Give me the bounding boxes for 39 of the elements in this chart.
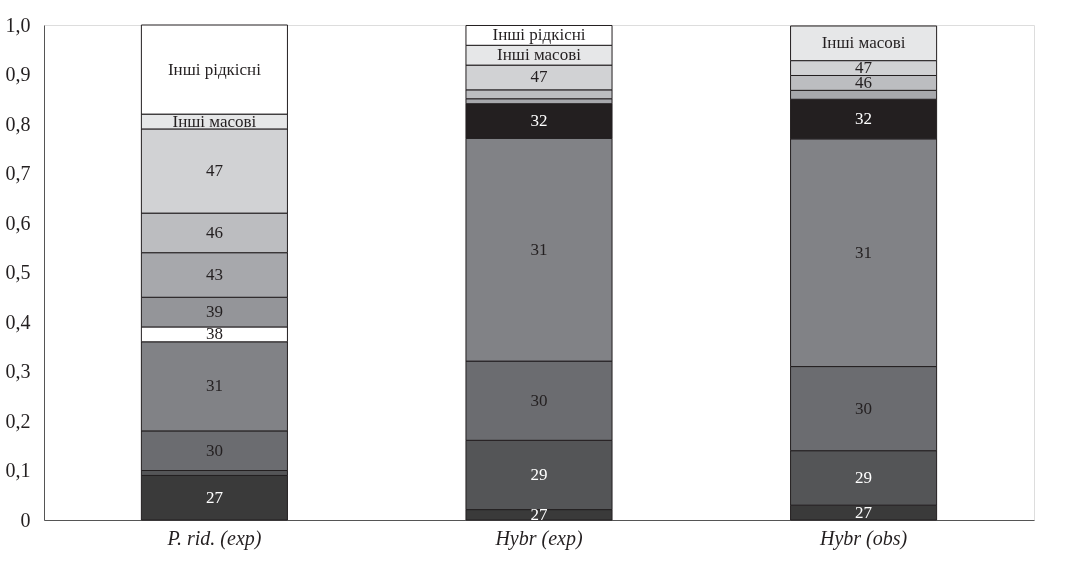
series-label: 27 (855, 502, 873, 522)
series-label: 32 (530, 111, 548, 131)
text: 31 (855, 242, 873, 262)
x-tick-label: P. rid. (exp) (166, 526, 262, 550)
y-tick-label: 0,9 (5, 63, 31, 85)
bar (140, 474, 288, 521)
text: 31 (530, 239, 548, 259)
series-label: 30 (205, 440, 223, 460)
series-label: 29 (855, 467, 873, 487)
series-label: Інші рідкісні (492, 25, 586, 45)
text: 46 (205, 222, 223, 242)
text: 32 (855, 109, 873, 129)
text: Інші рідкісні (167, 59, 261, 79)
series-label: 43 (205, 264, 223, 284)
x-tick-label: Hybr (exp) (494, 526, 583, 550)
text: 30 (855, 398, 873, 418)
y-tick-label: 0,1 (5, 459, 31, 481)
y-tick-label: 0 (20, 508, 31, 531)
x-tick-label: Hybr (obs) (818, 526, 908, 550)
y-tick-label: 0,7 (5, 162, 31, 184)
series-label: 31 (205, 376, 223, 396)
text: 47 (205, 161, 223, 181)
y-tick-label: 0,5 (5, 261, 31, 283)
y-tick-label: 0,2 (5, 409, 31, 432)
text: 30 (530, 390, 548, 410)
text: 27 (530, 504, 548, 524)
y-tick-label: 0,8 (5, 112, 31, 135)
series-label: Інші масові (497, 45, 582, 65)
y-tick-label: 0,4 (5, 310, 31, 333)
y-tick-label: 0,3 (5, 360, 31, 382)
series-label: 38 (205, 324, 223, 344)
y-tick-label: 0,6 (5, 211, 31, 234)
text: Інші масові (172, 111, 257, 131)
text: 29 (530, 464, 548, 484)
text: 47 (530, 67, 548, 87)
y-tick-label: 1,0 (5, 13, 31, 36)
text: 27 (205, 487, 223, 507)
series-label: 39 (205, 302, 223, 322)
text: Інші масові (821, 33, 906, 53)
